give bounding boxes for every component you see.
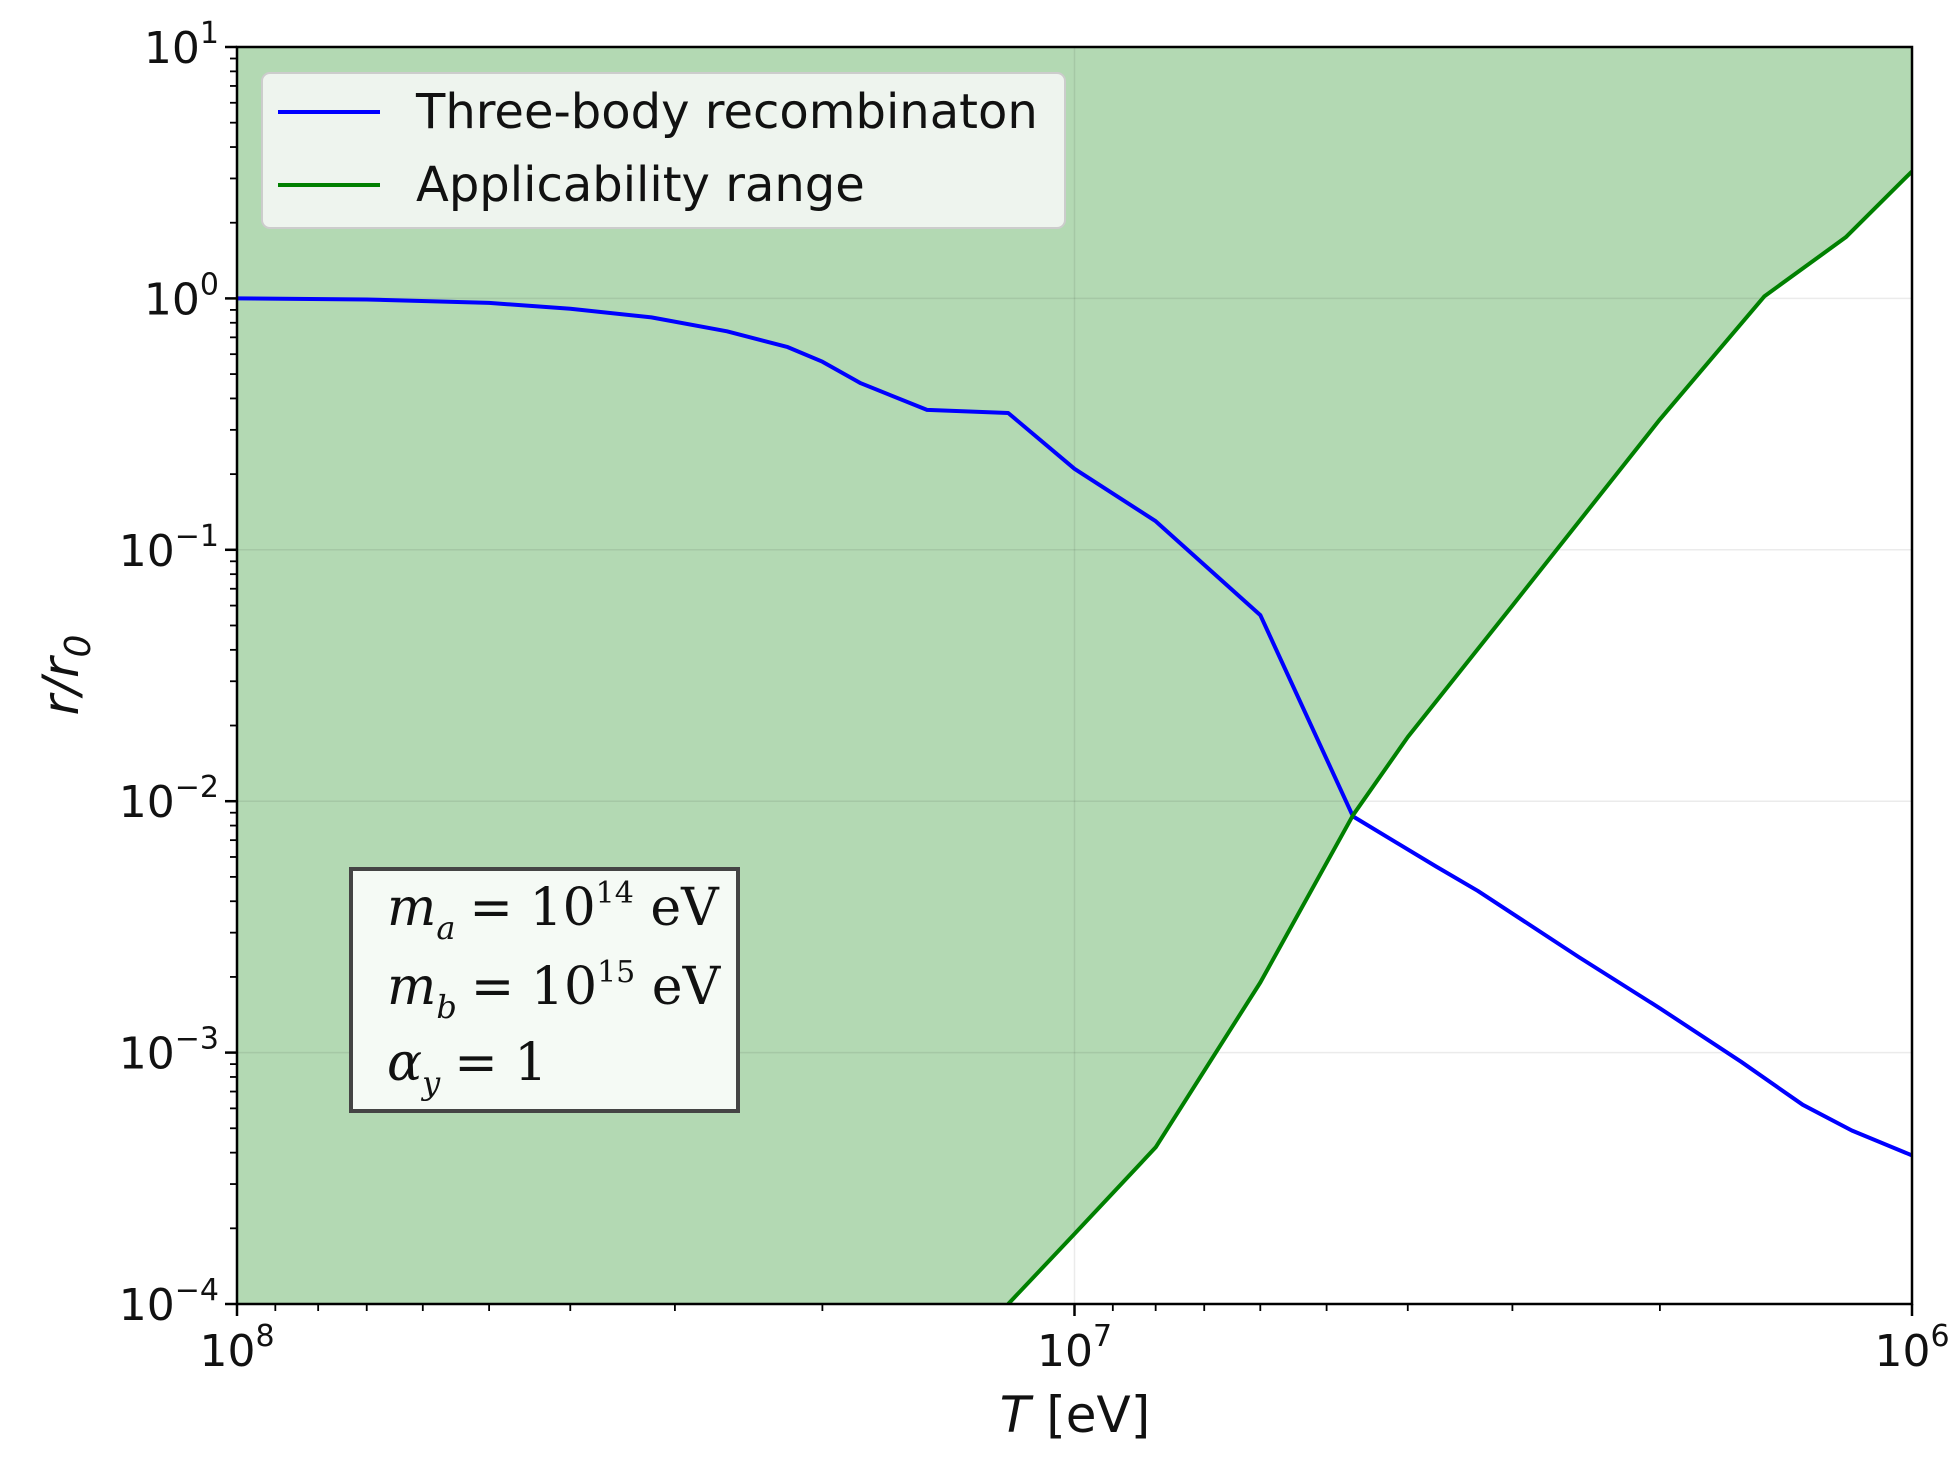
- y-tick-label: 10−2: [119, 770, 219, 828]
- y-axis-title: r/r0: [32, 635, 99, 716]
- legend-box: [261, 72, 1066, 229]
- y-tick-label: 100: [144, 267, 219, 325]
- x-tick-label: 106: [1874, 1319, 1949, 1377]
- legend: Three-body recombinaton Applicability ra…: [261, 72, 1066, 229]
- y-tick-label: 10−4: [119, 1273, 219, 1331]
- y-tick-label: 101: [144, 16, 219, 74]
- param-line-ma: ma = 1014 eV: [387, 876, 720, 947]
- x-axis-title: T [eV]: [1000, 1386, 1150, 1444]
- parameter-box-frame: [349, 867, 740, 1113]
- param-line-alpha: αy = 1: [387, 1033, 547, 1102]
- legend-label-applicability: Applicability range: [416, 157, 865, 213]
- y-tick-label: 10−1: [119, 519, 219, 577]
- y-tick-label: 10−3: [119, 1022, 219, 1080]
- legend-label-three-body: Three-body recombinaton: [415, 84, 1038, 140]
- series-layer: [237, 169, 1912, 1304]
- parameter-box: ma = 1014 eV mb = 1015 eV αy = 1: [349, 867, 740, 1113]
- series-line-applicability: [1006, 169, 1912, 1304]
- param-line-mb: mb = 1015 eV: [387, 955, 722, 1026]
- x-tick-label: 107: [1037, 1319, 1112, 1377]
- series-line-three-body: [237, 296, 1912, 1158]
- x-tick-label: 108: [199, 1319, 274, 1377]
